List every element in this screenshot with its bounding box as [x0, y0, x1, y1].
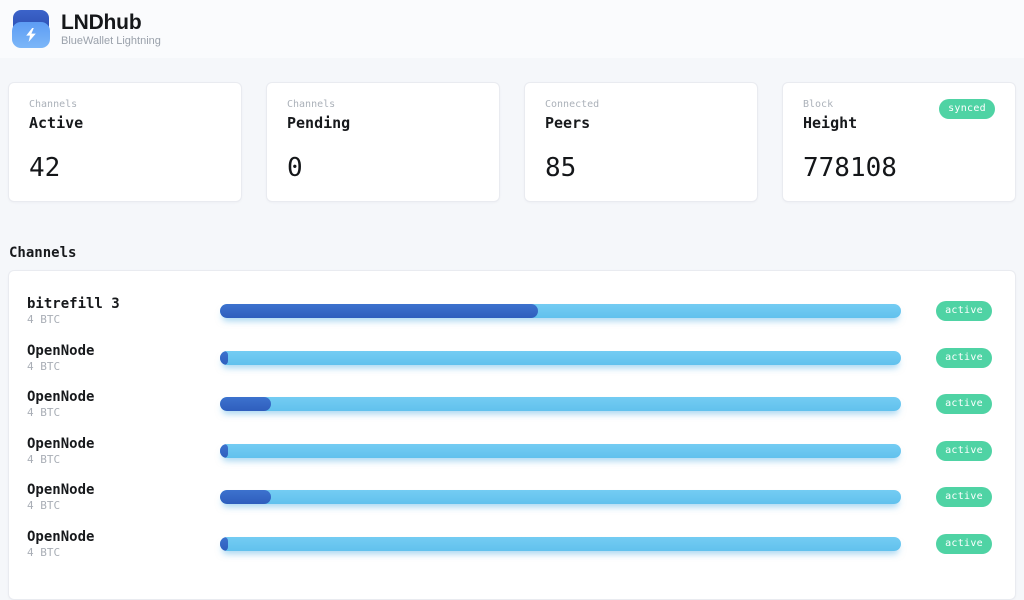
stat-label-bottom: Peers	[545, 114, 591, 132]
channel-info: OpenNode 4 BTC	[27, 436, 220, 466]
channel-info: bitrefill 3 4 BTC	[27, 296, 220, 326]
channel-row: OpenNode 4 BTC active	[27, 474, 995, 521]
channel-capacity-bar	[220, 304, 901, 319]
channel-capacity-fill	[220, 350, 229, 365]
stat-label-bottom: Active	[29, 114, 84, 132]
channel-name: OpenNode	[27, 482, 95, 499]
channel-status-badge: active	[936, 440, 992, 461]
channel-status-badge: active	[936, 487, 992, 508]
app-title: LNDhub	[61, 10, 142, 34]
stat-labels: Channels Pending	[287, 99, 350, 132]
channel-status-cell: active	[901, 347, 995, 368]
channel-row: OpenNode 4 BTC active	[27, 335, 995, 382]
channel-status-cell: active	[901, 301, 995, 322]
logo-card-front	[12, 22, 50, 48]
channel-capacity-bar	[220, 443, 901, 458]
channel-status-cell: active	[901, 440, 995, 461]
stat-labels: Connected Peers	[545, 99, 599, 132]
stat-card: Channels Pending 0	[266, 82, 500, 202]
channel-amount: 4 BTC	[27, 406, 61, 420]
stat-labels: Block Height	[803, 99, 857, 132]
channel-name: OpenNode	[27, 528, 95, 545]
channel-row: OpenNode 4 BTC active	[27, 521, 995, 568]
channel-name: OpenNode	[27, 342, 95, 359]
channel-capacity-bar	[220, 490, 901, 505]
stat-card: Block Height synced 778108	[782, 82, 1016, 202]
channel-capacity-fill	[220, 443, 229, 458]
title-block: LNDhub BlueWallet Lightning	[61, 11, 161, 47]
stat-value: 85	[545, 153, 577, 183]
channel-capacity-fill	[220, 490, 272, 505]
channel-status-badge: active	[936, 301, 992, 322]
channel-status-cell: active	[901, 533, 995, 554]
stat-card-header: Block Height synced	[803, 99, 995, 132]
channel-name: bitrefill 3	[27, 296, 120, 313]
channel-capacity-bar	[220, 397, 901, 412]
channel-name: OpenNode	[27, 389, 95, 406]
channel-name: OpenNode	[27, 435, 95, 452]
channels-section-title: Channels	[9, 245, 77, 261]
channel-status-cell: active	[901, 394, 995, 415]
stat-label-top: Channels	[29, 99, 78, 110]
stat-label-top: Connected	[545, 99, 600, 110]
app-logo	[12, 10, 50, 48]
channel-amount: 4 BTC	[27, 499, 61, 513]
channels-card: bitrefill 3 4 BTC active OpenNode 4 BTC …	[8, 270, 1016, 600]
stat-card-header: Channels Pending	[287, 99, 479, 132]
stat-card-header: Channels Active	[29, 99, 221, 132]
stat-value: 778108	[803, 153, 897, 183]
channel-info: OpenNode 4 BTC	[27, 389, 220, 419]
stat-label-top: Channels	[287, 99, 336, 110]
channel-row: bitrefill 3 4 BTC active	[27, 288, 995, 335]
channel-amount: 4 BTC	[27, 545, 61, 559]
stat-card: Connected Peers 85	[524, 82, 758, 202]
channel-status-badge: active	[936, 394, 992, 415]
channel-capacity-bar	[220, 350, 901, 365]
stats-row: Channels Active 42 Channels Pending 0 Co	[8, 82, 1016, 202]
channel-amount: 4 BTC	[27, 313, 61, 327]
stat-labels: Channels Active	[29, 99, 83, 132]
channel-status-badge: active	[936, 533, 992, 554]
channel-amount: 4 BTC	[27, 359, 61, 373]
synced-badge: synced	[939, 99, 995, 119]
channel-capacity-bar	[220, 536, 901, 551]
app-header: LNDhub BlueWallet Lightning	[0, 0, 1024, 58]
stat-card: Channels Active 42	[8, 82, 242, 202]
channel-info: OpenNode 4 BTC	[27, 482, 220, 512]
channel-status-badge: active	[936, 347, 992, 368]
stat-label-bottom: Height	[803, 114, 858, 132]
stat-label-bottom: Pending	[287, 114, 351, 132]
stat-card-header: Connected Peers	[545, 99, 737, 132]
dashboard-main: Channels Active 42 Channels Pending 0 Co	[0, 58, 1024, 600]
lightning-bolt-icon	[26, 28, 36, 42]
channel-row: OpenNode 4 BTC active	[27, 381, 995, 428]
app-subtitle: BlueWallet Lightning	[61, 35, 161, 48]
channel-row: OpenNode 4 BTC active	[27, 428, 995, 475]
stat-label-top: Block	[803, 99, 834, 110]
channel-status-cell: active	[901, 487, 995, 508]
channel-info: OpenNode 4 BTC	[27, 343, 220, 373]
stat-value: 0	[287, 153, 303, 183]
channel-capacity-fill	[220, 397, 272, 412]
channel-capacity-fill	[220, 536, 229, 551]
channel-capacity-fill	[220, 304, 539, 319]
channel-amount: 4 BTC	[27, 452, 61, 466]
stat-value: 42	[29, 153, 61, 183]
channel-info: OpenNode 4 BTC	[27, 529, 220, 559]
